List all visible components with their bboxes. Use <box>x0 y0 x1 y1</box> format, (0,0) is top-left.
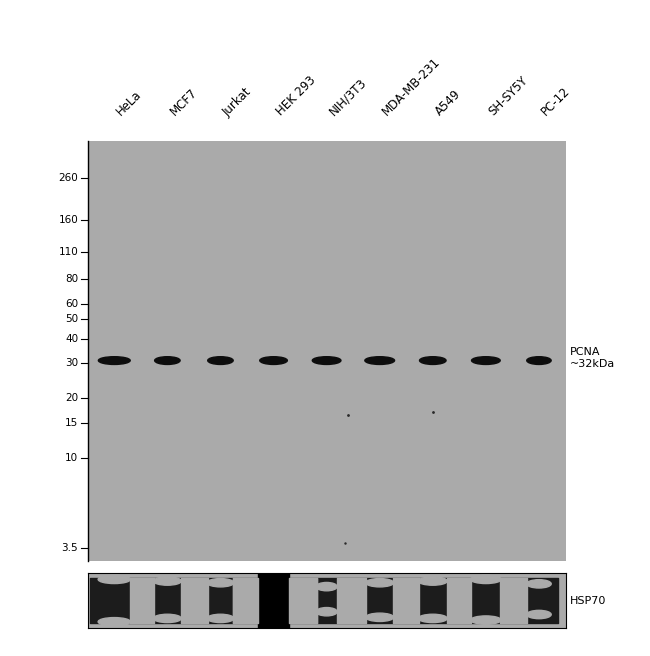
Ellipse shape <box>366 613 394 621</box>
Text: 260: 260 <box>58 173 78 183</box>
Text: NIH/3T3: NIH/3T3 <box>326 76 369 119</box>
Text: 60: 60 <box>65 299 78 309</box>
Ellipse shape <box>419 614 447 623</box>
Text: 50: 50 <box>65 314 78 325</box>
Text: 30: 30 <box>65 358 78 368</box>
Ellipse shape <box>260 357 287 365</box>
Text: SH-SY5Y: SH-SY5Y <box>486 74 530 119</box>
Text: 160: 160 <box>58 215 78 224</box>
Ellipse shape <box>98 575 131 584</box>
Text: 3.5: 3.5 <box>62 543 78 552</box>
Text: MCF7: MCF7 <box>168 87 200 119</box>
Text: HeLa: HeLa <box>114 89 144 119</box>
Ellipse shape <box>419 357 446 365</box>
Ellipse shape <box>312 357 341 365</box>
Ellipse shape <box>98 617 131 626</box>
Text: 15: 15 <box>65 418 78 428</box>
Ellipse shape <box>526 580 551 588</box>
Ellipse shape <box>526 610 551 619</box>
Ellipse shape <box>471 357 500 365</box>
Ellipse shape <box>207 579 234 587</box>
Ellipse shape <box>153 577 181 585</box>
Ellipse shape <box>471 575 501 584</box>
Ellipse shape <box>526 357 551 365</box>
Text: Jurkat: Jurkat <box>220 85 254 119</box>
Ellipse shape <box>208 357 233 365</box>
Ellipse shape <box>366 579 394 587</box>
Ellipse shape <box>419 577 447 585</box>
Text: 10: 10 <box>65 453 78 462</box>
Ellipse shape <box>153 614 181 623</box>
Ellipse shape <box>365 357 395 365</box>
Ellipse shape <box>471 616 501 625</box>
Ellipse shape <box>98 357 130 365</box>
Text: PCNA
~32kDa: PCNA ~32kDa <box>570 347 615 369</box>
Ellipse shape <box>155 357 180 365</box>
Text: HSP70: HSP70 <box>570 596 606 605</box>
Ellipse shape <box>316 607 337 616</box>
Text: 20: 20 <box>65 393 78 403</box>
Text: 80: 80 <box>65 274 78 284</box>
Text: HEK 293: HEK 293 <box>274 74 318 119</box>
Text: MDA-MB-231: MDA-MB-231 <box>380 56 443 119</box>
Text: PC-12: PC-12 <box>539 85 573 119</box>
Text: 40: 40 <box>65 334 78 344</box>
Ellipse shape <box>316 583 337 591</box>
Ellipse shape <box>207 614 234 623</box>
Text: A549: A549 <box>433 88 463 119</box>
Text: 110: 110 <box>58 247 78 256</box>
